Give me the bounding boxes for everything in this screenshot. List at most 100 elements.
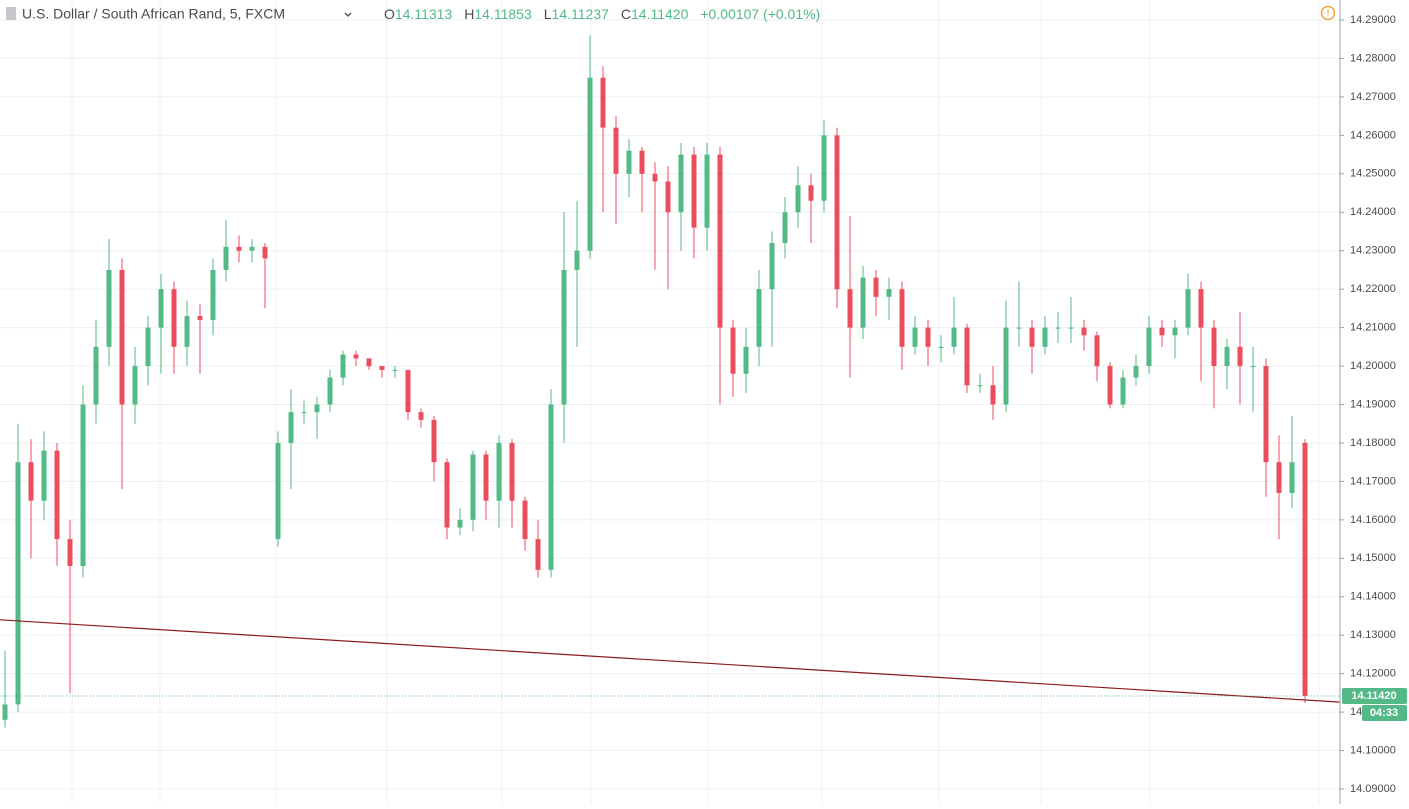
candle-body bbox=[197, 316, 203, 320]
candle-body bbox=[1133, 366, 1139, 378]
candle-body bbox=[54, 450, 60, 540]
ohlc-value: 14.11420 bbox=[631, 6, 689, 22]
candle-body bbox=[912, 327, 918, 347]
y-tick-label: 14.13000 bbox=[1350, 629, 1396, 641]
candle-body bbox=[353, 354, 359, 359]
ohlc-value: 14.11237 bbox=[552, 6, 610, 22]
candle-body bbox=[379, 366, 385, 370]
y-tick-label: 14.28000 bbox=[1350, 52, 1396, 64]
candle-body bbox=[834, 135, 840, 290]
y-tick-label: 14.20000 bbox=[1350, 360, 1396, 372]
ohlc-value: 14.11853 bbox=[474, 6, 532, 22]
candle-body bbox=[769, 243, 775, 290]
candle-body bbox=[1289, 462, 1295, 493]
candle-body bbox=[1211, 327, 1217, 367]
candle-body bbox=[67, 539, 73, 566]
candle-body bbox=[730, 327, 736, 374]
candle-body bbox=[483, 454, 489, 501]
candle-body bbox=[444, 462, 450, 528]
candle-body bbox=[1042, 327, 1048, 347]
candle-body bbox=[1029, 327, 1035, 347]
candle-body bbox=[262, 246, 268, 259]
price-axis: 14.0900014.1000014.1100014.1200014.13000… bbox=[1340, 14, 1407, 795]
candle-body bbox=[314, 404, 320, 413]
candle-body bbox=[938, 346, 944, 348]
candle-body bbox=[951, 327, 957, 347]
candle-body bbox=[1224, 346, 1230, 367]
ohlc-label: C bbox=[621, 6, 631, 22]
candle-body bbox=[574, 250, 580, 270]
ohlc-label: L bbox=[544, 6, 552, 22]
candle-body bbox=[821, 135, 827, 201]
candle-body bbox=[535, 539, 541, 570]
candle-body bbox=[561, 269, 567, 405]
last-price-label: 14.11420 bbox=[1351, 690, 1396, 702]
candle-body bbox=[704, 154, 710, 228]
candle-body bbox=[1107, 366, 1113, 405]
candle-body bbox=[652, 173, 658, 182]
trend-line bbox=[0, 619, 1341, 703]
y-tick-label: 14.29000 bbox=[1350, 14, 1396, 26]
candle-body bbox=[873, 277, 879, 297]
y-tick-label: 14.26000 bbox=[1350, 129, 1396, 141]
candle-body bbox=[288, 412, 294, 443]
ohlc-label: H bbox=[464, 6, 474, 22]
candle-body bbox=[119, 269, 125, 405]
candle-body bbox=[548, 404, 554, 570]
y-tick-label: 14.24000 bbox=[1350, 206, 1396, 218]
candle-body bbox=[860, 277, 866, 328]
candle-body bbox=[1276, 462, 1282, 493]
y-tick-label: 14.09000 bbox=[1350, 783, 1396, 795]
candle-body bbox=[405, 369, 411, 413]
candle-body bbox=[613, 127, 619, 174]
candle-body bbox=[886, 289, 892, 297]
grid bbox=[0, 0, 1340, 804]
candle-body bbox=[158, 289, 164, 328]
candle-body bbox=[1263, 366, 1269, 463]
warning-icon[interactable] bbox=[1320, 5, 1336, 21]
y-tick-label: 14.14000 bbox=[1350, 591, 1396, 603]
candle-body bbox=[782, 212, 788, 244]
candle-body bbox=[847, 289, 853, 328]
ohlc-value: 14.11313 bbox=[395, 6, 453, 22]
candle-body bbox=[184, 316, 190, 347]
candle-body bbox=[275, 442, 281, 540]
candle-body bbox=[470, 454, 476, 520]
candle-body bbox=[93, 346, 99, 405]
y-tick-label: 14.17000 bbox=[1350, 475, 1396, 487]
candle-body bbox=[717, 154, 723, 328]
candle-body bbox=[236, 246, 242, 251]
overlays bbox=[0, 619, 1341, 703]
candle-body bbox=[1003, 327, 1009, 405]
candle-body bbox=[1068, 327, 1074, 329]
candle-body bbox=[171, 289, 177, 347]
candle-body bbox=[80, 404, 86, 566]
candle-body bbox=[509, 442, 515, 501]
symbol-icon[interactable] bbox=[6, 7, 16, 20]
y-tick-label: 14.22000 bbox=[1350, 283, 1396, 295]
candle-body bbox=[1302, 442, 1308, 696]
candle-body bbox=[639, 150, 645, 174]
candle-body bbox=[106, 269, 112, 347]
warning-mark[interactable]: ! bbox=[1327, 8, 1330, 19]
candle-body bbox=[28, 462, 34, 501]
candle-body bbox=[249, 246, 255, 251]
candle-body bbox=[1237, 346, 1243, 367]
ohlc-values: O14.11313 H14.11853 L14.11237 C14.11420 +0.0… bbox=[384, 6, 820, 22]
countdown-label: 04:33 bbox=[1370, 707, 1398, 719]
candle-body bbox=[1081, 327, 1087, 336]
candle-body bbox=[678, 154, 684, 213]
y-tick-label: 14.21000 bbox=[1350, 322, 1396, 334]
y-tick-label: 14.25000 bbox=[1350, 168, 1396, 180]
symbol-title[interactable]: U.S. Dollar / South African Rand, 5, FXC… bbox=[22, 6, 285, 22]
candle-body bbox=[418, 412, 424, 420]
ohlc-label: O bbox=[384, 6, 395, 22]
candle-body bbox=[1120, 377, 1126, 405]
symbol-chevron[interactable] bbox=[344, 12, 352, 17]
candle-body bbox=[301, 412, 307, 414]
candle-body bbox=[522, 500, 528, 540]
candle-body bbox=[899, 289, 905, 347]
candle-body bbox=[223, 246, 229, 270]
